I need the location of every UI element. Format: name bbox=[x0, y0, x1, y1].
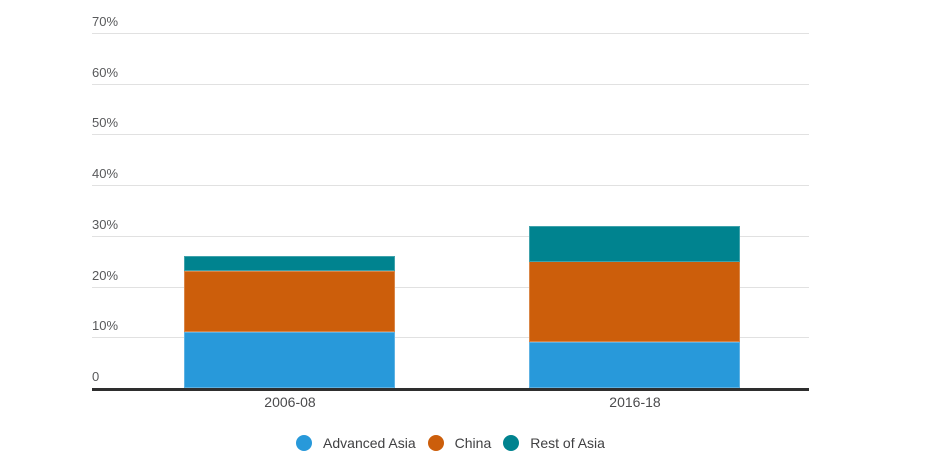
bar-segment-2006-08-advanced-asia bbox=[184, 332, 395, 388]
legend-label: Rest of Asia bbox=[530, 434, 605, 451]
legend-item-china[interactable]: China bbox=[427, 434, 492, 452]
legend-label: Advanced Asia bbox=[323, 434, 416, 451]
y-gridline-70 bbox=[92, 33, 809, 34]
bar-segment-2016-18-advanced-asia bbox=[529, 342, 740, 388]
x-axis-line bbox=[92, 388, 809, 391]
legend-marker-icon bbox=[503, 435, 520, 451]
y-tick-label-60: 60% bbox=[92, 65, 119, 80]
x-category-label-2016-18: 2016-18 bbox=[609, 394, 661, 410]
legend: Advanced Asia China Rest of Asia bbox=[92, 433, 809, 453]
y-tick-label-50: 50% bbox=[92, 115, 119, 130]
legend-item-advanced-asia[interactable]: Advanced Asia bbox=[296, 435, 416, 452]
y-tick-label-40: 40% bbox=[92, 166, 119, 181]
y-gridline-20 bbox=[92, 287, 809, 288]
y-gridline-30 bbox=[92, 236, 809, 237]
y-gridline-10 bbox=[92, 337, 809, 338]
y-gridline-60 bbox=[92, 84, 809, 85]
bar-segment-2016-18-rest-of-asia bbox=[529, 226, 740, 262]
y-gridline-40 bbox=[92, 185, 809, 186]
legend-label: China bbox=[454, 434, 492, 451]
y-tick-label-20: 20% bbox=[92, 268, 119, 283]
y-tick-label-0: 0 bbox=[92, 369, 100, 384]
x-category-label-2006-08: 2006-08 bbox=[264, 394, 316, 410]
y-tick-label-30: 30% bbox=[92, 217, 119, 232]
y-gridline-50 bbox=[92, 134, 809, 135]
bar-segment-2016-18-china bbox=[529, 261, 740, 342]
legend-marker-icon bbox=[296, 435, 313, 451]
bar-segment-2006-08-rest-of-asia bbox=[184, 256, 395, 271]
bar-segment-2006-08-china bbox=[184, 271, 395, 332]
y-tick-label-10: 10% bbox=[92, 318, 119, 333]
y-tick-label-70: 70% bbox=[92, 14, 119, 29]
legend-item-rest-of-asia[interactable]: Rest of Asia bbox=[503, 435, 605, 452]
legend-marker-icon bbox=[427, 435, 444, 451]
